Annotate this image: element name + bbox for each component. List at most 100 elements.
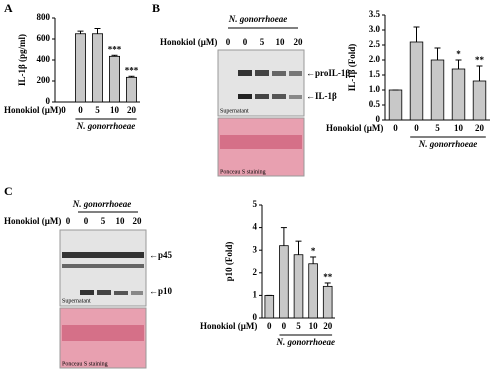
lane-label: 5 <box>101 216 106 226</box>
group-label: N. gonorrhoeae <box>72 199 132 209</box>
y-tick-label: 3.0 <box>369 24 381 34</box>
band <box>97 290 111 295</box>
band <box>238 94 252 99</box>
error-bar <box>94 28 101 34</box>
band <box>80 290 94 295</box>
y-tick-label: 1.0 <box>369 84 381 94</box>
band-label: ←IL-1β <box>306 91 337 101</box>
significance: * <box>311 246 316 256</box>
blot-image <box>217 49 305 117</box>
error-bar <box>128 75 135 78</box>
band <box>272 71 286 76</box>
x-tick-label: 10 <box>110 105 120 115</box>
bar <box>451 68 466 121</box>
blot-c: N. gonorrhoeae Honokiol (μM) 0 0 5 10 20… <box>4 199 173 369</box>
y-tick-label: 0 <box>376 114 381 124</box>
y-axis-title: IL-1β (pg/ml) <box>17 34 27 86</box>
y-tick-label: 400 <box>37 54 51 64</box>
ponceau-caption: Ponceau S staining <box>62 361 108 367</box>
lane-label: 10 <box>276 37 286 47</box>
band-label: ←proIL-1β <box>306 68 350 78</box>
y-tick-label: 0 <box>46 96 51 106</box>
y-tick-label: 3.5 <box>369 9 381 19</box>
y-axis-title: p10 (Fold) <box>224 242 234 282</box>
x-label: Honokiol (μM) <box>4 216 61 226</box>
blot-caption: Supernatant <box>220 108 249 114</box>
bar <box>322 285 333 319</box>
x-tick-label: 20 <box>323 321 333 331</box>
bar <box>264 294 275 319</box>
x-axis-title: Honokiol (μM) <box>200 321 257 331</box>
lane-label: 0 <box>66 216 71 226</box>
band-label: ←p45 <box>149 250 173 260</box>
x-tick-label: 0 <box>393 123 398 133</box>
significance: *** <box>108 44 122 54</box>
significance: * <box>456 49 461 59</box>
x-tick-label: 10 <box>309 321 319 331</box>
y-tick-label: 0.5 <box>369 99 381 109</box>
bar <box>92 33 104 103</box>
band <box>238 70 252 76</box>
y-tick-label: 3 <box>253 244 258 254</box>
lane-label: 20 <box>133 216 143 226</box>
group-label: N. gonorrhoeae <box>76 121 136 131</box>
y-tick-label: 0 <box>253 312 258 322</box>
x-tick-label: 5 <box>296 321 301 331</box>
x-tick-label: 0 <box>267 321 272 331</box>
bar <box>430 59 445 121</box>
error-bar <box>455 59 462 69</box>
blot-b: N. gonorrhoeae Honokiol (μM) 0 0 5 10 20… <box>160 14 350 177</box>
x-tick-label: 5 <box>435 123 440 133</box>
lane-label: 0 <box>243 37 248 47</box>
group-label: N. gonorrhoeae <box>276 337 336 347</box>
panel-label: A <box>4 1 13 15</box>
error-bar <box>295 240 302 255</box>
significance: ** <box>475 55 485 65</box>
y-tick-label: 2.0 <box>369 54 381 64</box>
significance: ** <box>323 272 333 282</box>
lane-label: 10 <box>116 216 126 226</box>
band <box>289 71 302 76</box>
band <box>131 291 143 295</box>
group-label: N. gonorrhoeae <box>418 139 478 149</box>
y-tick-label: 200 <box>37 75 51 85</box>
band <box>62 252 144 258</box>
y-tick-label: 600 <box>37 33 51 43</box>
bar <box>109 55 121 103</box>
y-axis-title: IL-1β (Fold) <box>347 44 357 92</box>
bar <box>293 254 304 319</box>
x-tick-label: 0 <box>414 123 419 133</box>
lane-label: 0 <box>226 37 231 47</box>
error-bar <box>324 282 331 287</box>
bar <box>279 245 289 319</box>
bar <box>472 80 487 121</box>
x-label: Honokiol (μM) <box>160 37 217 47</box>
y-tick-label: 4 <box>253 222 258 232</box>
y-tick-label: 1 <box>253 289 258 299</box>
band <box>62 264 144 268</box>
bar <box>409 41 424 121</box>
y-tick-label: 1.5 <box>369 69 381 79</box>
bar <box>308 263 318 319</box>
x-tick-label: 20 <box>127 105 137 115</box>
ponceau-band <box>220 135 302 149</box>
bar <box>75 33 87 103</box>
band <box>255 94 269 99</box>
x-axis-title: Honokiol (μM) <box>326 123 383 133</box>
error-bar <box>476 65 483 81</box>
band <box>272 94 286 99</box>
lane-label: 0 <box>84 216 89 226</box>
error-bar <box>434 47 441 60</box>
y-tick-label: 2.5 <box>369 39 381 49</box>
lane-label: 5 <box>260 37 265 47</box>
x-tick-label: 0 <box>61 105 66 115</box>
error-bar <box>111 54 118 57</box>
band <box>289 95 302 99</box>
band-label: ←p10 <box>149 286 173 296</box>
y-tick-label: 5 <box>253 199 258 209</box>
bar <box>126 76 138 103</box>
group-label: N. gonorrhoeae <box>228 14 288 24</box>
panel-label: B <box>152 1 160 15</box>
panel-label: C <box>4 184 13 198</box>
